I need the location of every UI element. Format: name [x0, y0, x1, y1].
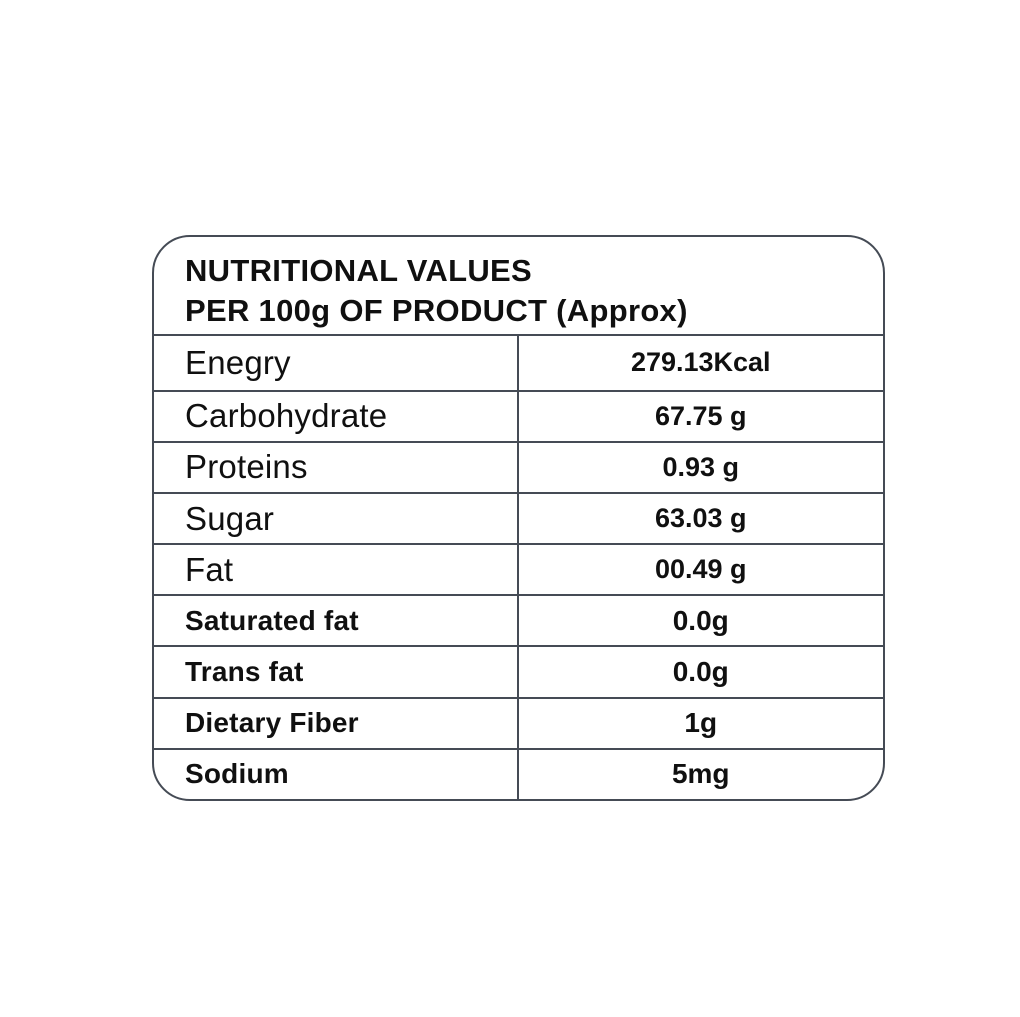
- nutrient-name: Proteins: [154, 442, 519, 492]
- nutrition-table: Enegry 279.13Kcal Carbohydrate 67.75 g P…: [154, 336, 883, 799]
- nutrient-value: 279.13Kcal: [630, 347, 771, 378]
- nutrient-value: 1g: [684, 707, 718, 739]
- title-line-1: NUTRITIONAL VALUES: [185, 253, 532, 288]
- nutrition-label-card: NUTRITIONAL VALUES PER 100g OF PRODUCT (…: [152, 235, 885, 801]
- table-row-sodium: Sodium 5mg: [154, 749, 883, 799]
- nutrient-name: Sugar: [154, 493, 519, 544]
- nutrient-value: 00.49 g: [654, 554, 747, 585]
- nutrient-name: Fat: [154, 545, 519, 595]
- table-row-trans-fat: Trans fat 0.0g: [154, 647, 883, 699]
- nutrient-name: Sodium: [154, 749, 519, 799]
- nutrient-name: Dietary Fiber: [154, 698, 519, 748]
- nutrient-name: Enegry: [154, 336, 519, 390]
- card-title: NUTRITIONAL VALUES PER 100g OF PRODUCT (…: [154, 237, 883, 336]
- table-row-dietary-fiber: Dietary Fiber 1g: [154, 698, 883, 750]
- table-row-carbohydrate: Carbohydrate 67.75 g: [154, 391, 883, 443]
- title-line-2: PER 100g OF PRODUCT (Approx): [185, 293, 688, 328]
- table-row-saturated-fat: Saturated fat 0.0g: [154, 596, 883, 648]
- table-row-sugar: Sugar 63.03 g: [154, 493, 883, 546]
- nutrient-value: 0.0g: [672, 604, 729, 636]
- nutrient-name: Saturated fat: [154, 596, 519, 646]
- nutrient-name: Trans fat: [154, 647, 519, 697]
- nutrient-name: Carbohydrate: [154, 391, 519, 441]
- nutrient-value: 67.75 g: [654, 400, 747, 431]
- table-row-fat: Fat 00.49 g: [154, 545, 883, 597]
- nutrient-value: 63.03 g: [654, 503, 747, 534]
- table-row-energy: Enegry 279.13Kcal: [154, 336, 883, 392]
- nutrient-value: 0.0g: [672, 656, 729, 688]
- nutrient-value: 0.93 g: [662, 451, 740, 482]
- nutrient-value: 5mg: [671, 758, 730, 790]
- table-row-proteins: Proteins 0.93 g: [154, 442, 883, 494]
